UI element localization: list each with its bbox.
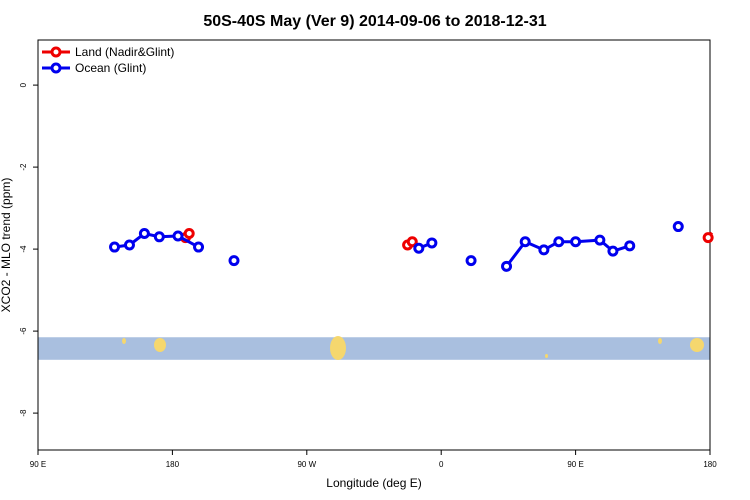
land-patch-2: [330, 336, 346, 360]
plot-frame: [37, 39, 711, 451]
data-point-ocean: [153, 231, 165, 243]
data-point-ocean: [109, 241, 121, 253]
x-tick-label: 90 W: [297, 460, 316, 469]
data-point-ocean: [607, 245, 619, 257]
data-point-ocean: [553, 236, 565, 248]
data-point-ocean: [413, 242, 425, 254]
chart-title: 50S-40S May (Ver 9) 2014-09-06 to 2018-1…: [203, 13, 546, 30]
x-axis: 90 E 180 90 W 0 90 E 180: [30, 450, 717, 469]
y-tick-label: 0: [19, 82, 28, 87]
data-point-ocean: [570, 236, 582, 248]
land-mask-band: [38, 336, 710, 360]
data-point-ocean: [138, 228, 150, 240]
y-axis: 0 -2 -4 -6 -8: [19, 82, 38, 417]
data-point-ocean: [228, 255, 240, 267]
data-point-ocean: [594, 234, 606, 246]
legend-marker-land: [50, 46, 62, 58]
y-axis-label: XCO2 - MLO trend (ppm): [0, 178, 13, 313]
data-point-ocean: [426, 237, 438, 249]
legend: Land (Nadir&Glint) Ocean (Glint): [42, 45, 174, 75]
y-tick-label: -2: [19, 163, 28, 171]
data-point-land: [183, 228, 195, 240]
y-tick-label: -6: [19, 327, 28, 335]
x-tick-label: 90 E: [30, 460, 46, 469]
data-point-ocean: [519, 236, 531, 248]
legend-label-ocean: Ocean (Glint): [75, 61, 146, 75]
data-point-ocean: [624, 240, 636, 252]
data-point-ocean: [193, 241, 205, 253]
data-point-land: [406, 236, 418, 248]
data-point-ocean: [172, 230, 184, 242]
x-axis-label: Longitude (deg E): [326, 476, 421, 490]
x-tick-label: 180: [166, 460, 180, 469]
series-layer: [109, 221, 714, 272]
data-point-ocean: [538, 244, 550, 256]
data-point-ocean: [465, 255, 477, 267]
data-point-land: [702, 232, 714, 244]
legend-marker-ocean: [50, 62, 62, 74]
y-tick-label: -4: [19, 245, 28, 253]
x-tick-label: 0: [439, 460, 444, 469]
y-tick-label: -8: [19, 409, 28, 417]
data-point-ocean: [672, 221, 684, 233]
land-patch-3: [545, 354, 548, 358]
land-patch-0: [122, 338, 126, 344]
band-strip: [38, 337, 710, 360]
legend-label-land: Land (Nadir&Glint): [75, 45, 174, 59]
land-patch-4: [658, 338, 662, 344]
land-patch-1: [154, 338, 166, 352]
x-tick-label: 180: [703, 460, 717, 469]
land-patch-5: [690, 338, 704, 352]
data-point-ocean: [123, 239, 135, 251]
x-tick-label: 90 E: [567, 460, 583, 469]
data-point-ocean: [501, 260, 513, 272]
